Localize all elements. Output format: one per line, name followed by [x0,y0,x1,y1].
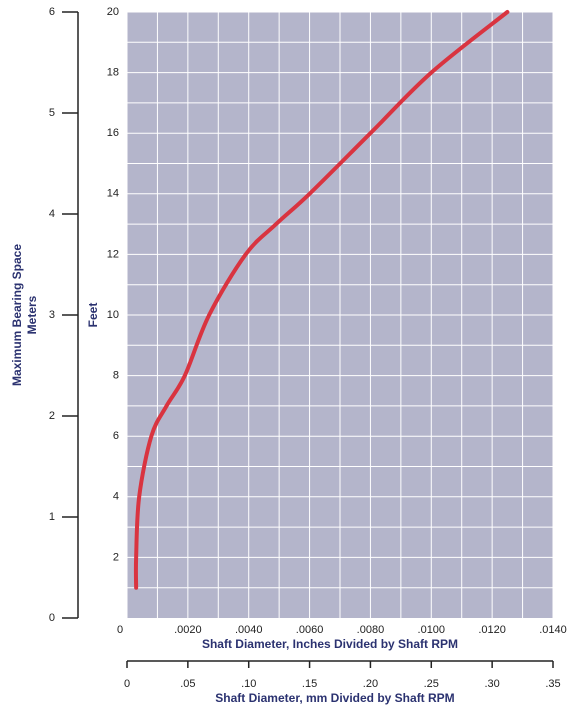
y2-tick-label: 0 [49,612,55,624]
y-tick-label: 14 [107,188,119,200]
x-tick-label: 0 [117,624,123,636]
x2-tick-label: .15 [302,678,317,690]
y2-axis-title: Maximum Bearing Space [10,244,24,386]
x-tick-label: .0100 [418,624,446,636]
x2-tick-label: .05 [180,678,195,690]
y2-tick-label: 1 [49,511,55,523]
y-tick-label: 2 [113,551,119,563]
x2-tick-label: .30 [484,678,499,690]
x-tick-label: .0060 [296,624,324,636]
y-tick-label: 4 [113,491,119,503]
x-axis-title: Shaft Diameter, Inches Divided by Shaft … [202,637,458,651]
y2-tick-label: 6 [49,6,55,18]
data-line [133,10,510,590]
x-tick-label: .0080 [357,624,385,636]
y2-axis-subtitle: Meters [25,295,39,334]
y-tick-label: 16 [107,127,119,139]
x2-tick-label: .20 [363,678,378,690]
y-tick-label: 20 [107,6,119,18]
x-tick-label: .0040 [235,624,263,636]
x2-tick-label: .10 [241,678,256,690]
y-tick-label: 8 [113,370,119,382]
x-tick-label: .0120 [478,624,506,636]
y2-tick-label: 2 [49,410,55,422]
y-axis-title: Feet [86,303,100,328]
y-tick-label: 18 [107,67,119,79]
y2-tick-label: 3 [49,309,55,321]
x-tick-label: .0020 [174,624,202,636]
x-tick-label: .0140 [539,624,567,636]
y-tick-label: 6 [113,430,119,442]
x2-tick-label: .35 [545,678,560,690]
y-tick-label: 10 [107,309,119,321]
x2-axis-title: Shaft Diameter, mm Divided by Shaft RPM [215,691,454,705]
y-tick-label: 12 [107,248,119,260]
x2-tick-label: 0 [124,678,130,690]
x2-tick-label: .25 [424,678,439,690]
y2-tick-label: 5 [49,107,55,119]
y2-tick-label: 4 [49,208,55,220]
